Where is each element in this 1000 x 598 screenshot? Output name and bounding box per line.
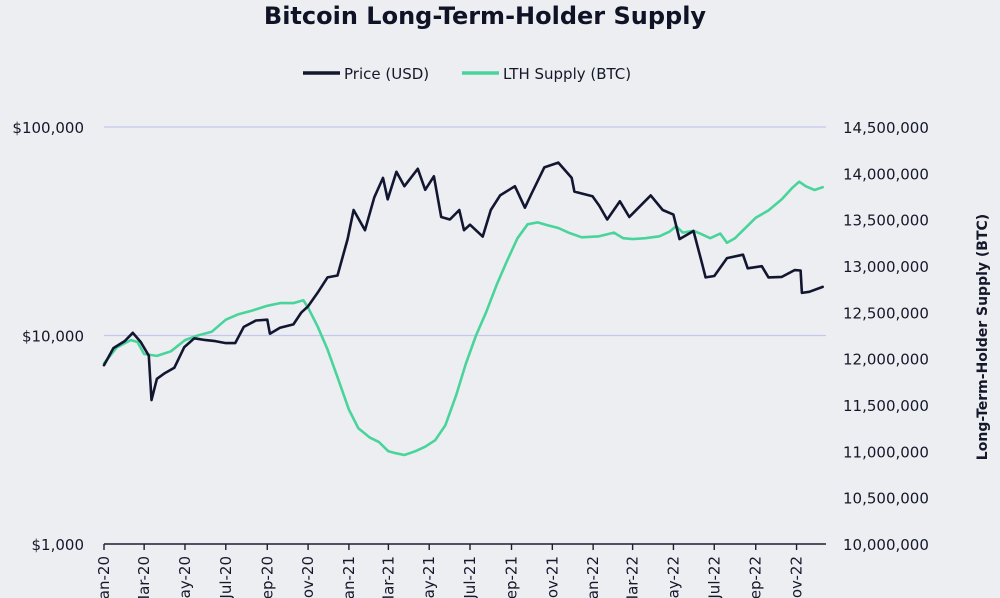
x-tick-label: Sep-20 (258, 556, 276, 598)
left-tick-label: $100,000 (12, 119, 84, 137)
x-tick-label: Nov-22 (788, 556, 806, 598)
chart-title: Bitcoin Long-Term-Holder Supply (264, 2, 707, 30)
right-tick-label: 14,500,000 (843, 119, 929, 137)
x-tick-label: Mar-21 (379, 556, 397, 598)
x-tick-label: Jul-21 (461, 556, 479, 598)
right-axis-ticks: 10,000,000 10,500,000 11,000,000 11,500,000… (843, 119, 929, 554)
left-tick-label: $1,000 (32, 536, 85, 554)
x-tick-label: May-21 (420, 556, 438, 598)
x-tick-label: Jan-20 (95, 556, 113, 598)
right-tick-label: 12,000,000 (843, 351, 929, 369)
left-tick-label: $10,000 (22, 328, 84, 346)
x-tick-label: Mar-22 (624, 556, 642, 598)
x-tick-label: Nov-21 (543, 556, 561, 598)
x-tick-label: May-22 (664, 556, 682, 598)
series-layer (102, 161, 825, 457)
right-axis-title: Long-Term-Holder Supply (BTC) (975, 214, 991, 460)
right-tick-label: 11,000,000 (843, 443, 929, 461)
x-axis: Jan-20 Mar-20 May-20 Jul-20 Sep-20 Nov-20 Jan-… (95, 543, 826, 598)
x-tick-label: Jan-22 (584, 556, 602, 598)
series-line-price (102, 161, 825, 402)
x-tick-label: Sep-21 (503, 556, 521, 598)
right-tick-label: 12,500,000 (843, 304, 929, 322)
x-tick-label: Mar-20 (135, 556, 153, 598)
left-axis-ticks: $1,000 $10,000 $100,000 (12, 119, 84, 554)
right-tick-label: 10,500,000 (843, 490, 929, 508)
legend: Price (USD) LTH Supply (BTC) (303, 65, 631, 83)
x-tick-label: Jul-20 (217, 556, 235, 598)
gridlines (104, 126, 826, 337)
legend-label-price: Price (USD) (344, 65, 429, 83)
x-tick-label: May-20 (176, 556, 194, 598)
right-tick-label: 13,000,000 (843, 258, 929, 276)
right-tick-label: 14,000,000 (843, 165, 929, 183)
right-tick-label: 10,000,000 (843, 536, 929, 554)
right-tick-label: 11,500,000 (843, 397, 929, 415)
x-tick-label: Jul-22 (705, 556, 723, 598)
x-tick-label: Jan-21 (340, 556, 358, 598)
series-line-lth-supply (102, 180, 825, 457)
x-tick-label: Nov-20 (299, 556, 317, 598)
right-tick-label: 13,500,000 (843, 212, 929, 230)
legend-label-lth: LTH Supply (BTC) (503, 65, 631, 83)
x-tick-label: Sep-22 (747, 556, 765, 598)
